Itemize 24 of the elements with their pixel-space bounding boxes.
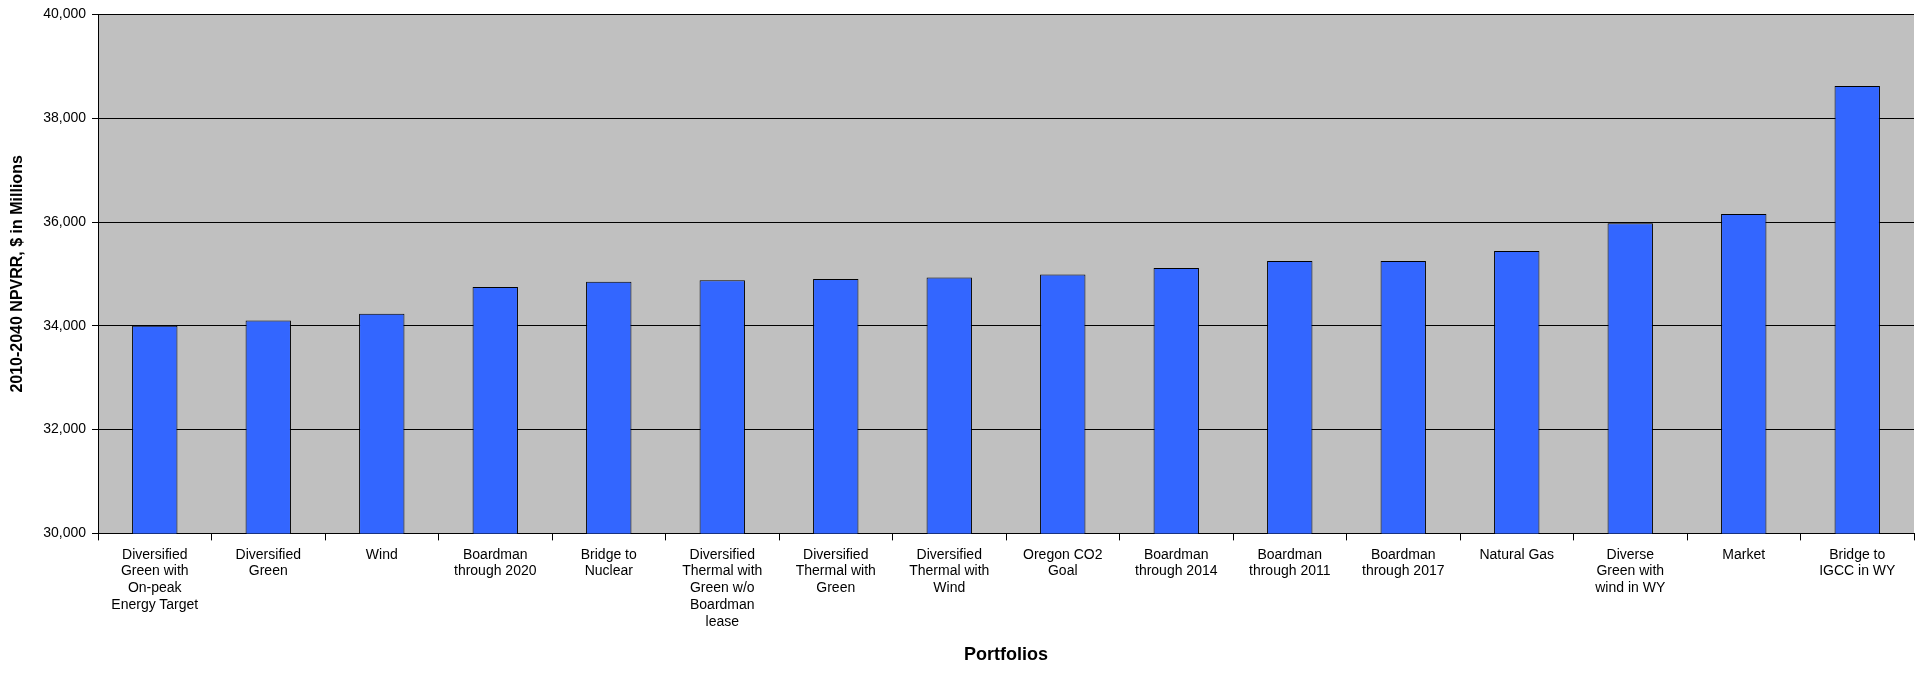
y-tick-label: 34,000 [43,316,87,333]
x-tick-label: Bridge to IGCC in WY [1819,545,1897,579]
y-tick-label: 36,000 [43,212,87,229]
x-tick-label: Natural Gas [1479,545,1555,562]
x-tick-label: Diversified Thermal with Wind [909,545,990,596]
x-tick-label: Market [1722,545,1766,562]
x-tick-label: Diversified Green [235,545,301,579]
x-tick-label: Oregon CO2 Goal [1023,545,1103,579]
y-axis-title: 2010-2040 NPVRR, $ in Millions [8,155,26,393]
x-tick-label: Wind [365,545,398,562]
x-tick-label: Boardman through 2011 [1249,545,1331,579]
x-tick-label: Diversified Thermal with Green w/o Boardman lease [682,545,763,629]
y-tick-label: 40,000 [43,5,87,22]
y-tick-label: 38,000 [43,109,87,126]
x-tick-label: Boardman through 2017 [1361,545,1445,579]
x-tick-label: Boardman through 2020 [454,545,537,579]
x-tick-label: Bridge to Nuclear [580,545,637,579]
x-tick-label: Diverse Green with wind in WY [1594,545,1666,596]
x-tick-label: Boardman through 2014 [1134,545,1218,579]
x-axis-title: Portfolios [964,644,1049,665]
y-tick-label: 30,000 [43,524,87,541]
x-tick-label: Diversified Thermal with Green [795,545,876,596]
x-tick-label: Diversified Green with On-peak Energy Target [111,545,199,613]
y-tick-label: 32,000 [43,420,87,437]
